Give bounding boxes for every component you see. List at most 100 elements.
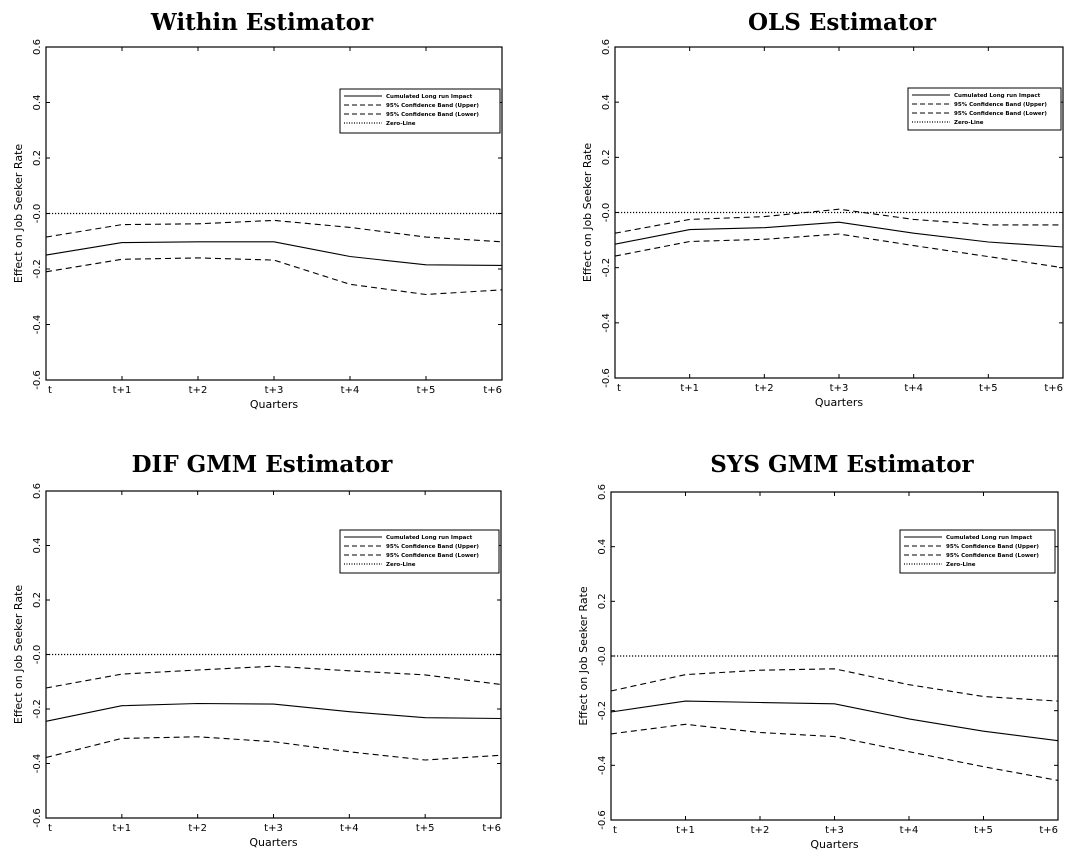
x-tick-label: t+1 xyxy=(112,823,131,834)
series-line xyxy=(610,723,1059,781)
x-tick-label: t+3 xyxy=(264,823,283,834)
legend-label: 95% Confidence Band (Lower) xyxy=(386,553,479,559)
chart-panel: -0.6 -0.4 -0.2 -0.0 0.2 0.4 0.6 t t+1 t+2 t+3 t+4 t+… xyxy=(577,484,1059,851)
series-line xyxy=(610,668,1059,702)
legend-label: Cumulated Long run Impact xyxy=(386,94,473,100)
series-line xyxy=(610,700,1059,742)
y-tick-label: 0.6 xyxy=(601,39,612,55)
x-tick-label: t xyxy=(613,825,617,836)
legend-box xyxy=(899,529,1056,574)
x-tick-label: t+4 xyxy=(904,383,923,394)
series-line xyxy=(614,233,1064,269)
x-tick-label: t xyxy=(48,823,52,834)
x-tick-label: t+4 xyxy=(900,825,919,836)
x-tick-label: t+6 xyxy=(1039,825,1058,836)
y-tick-label: -0.2 xyxy=(601,258,612,278)
legend-label: Cumulated Long run Impact xyxy=(386,535,473,541)
y-tick-label: -0.2 xyxy=(597,701,608,721)
x-tick-label: t+5 xyxy=(979,383,998,394)
y-tick-label: -0.4 xyxy=(597,756,608,776)
series-line xyxy=(45,241,503,266)
y-tick-label: -0.0 xyxy=(32,645,43,665)
legend-label: 95% Confidence Band (Upper) xyxy=(386,544,479,550)
legend-label: 95% Confidence Band (Upper) xyxy=(946,544,1039,550)
x-tick-label: t+2 xyxy=(751,825,770,836)
series-line xyxy=(45,665,502,689)
y-tick-label: 0.6 xyxy=(597,484,608,500)
chart-panel: -0.6 -0.4 -0.2 -0.0 0.2 0.4 0.6 t t+1 t+2 t+3 t+4 t+… xyxy=(12,483,502,849)
x-axis-label: Quarters xyxy=(810,838,858,851)
y-axis-label: Effect on Job Seeker Rate xyxy=(12,144,25,284)
x-tick-label: t+4 xyxy=(341,385,360,396)
y-tick-label: 0.2 xyxy=(32,150,43,166)
y-tick-label: -0.0 xyxy=(597,646,608,666)
x-tick-label: t+6 xyxy=(482,823,501,834)
x-tick-label: t+1 xyxy=(680,383,699,394)
panel-title: Within Estimator xyxy=(150,9,374,36)
x-axis-label: Quarters xyxy=(250,398,298,411)
y-tick-label: -0.6 xyxy=(601,368,612,388)
y-tick-label: -0.4 xyxy=(601,313,612,333)
legend-label: 95% Confidence Band (Upper) xyxy=(954,102,1047,108)
legend-label: 95% Confidence Band (Lower) xyxy=(386,112,479,118)
x-axis-label: Quarters xyxy=(249,836,297,849)
y-tick-label: 0.2 xyxy=(597,593,608,609)
series-line xyxy=(45,736,502,761)
legend-label: Cumulated Long run Impact xyxy=(954,93,1041,99)
x-tick-label: t+3 xyxy=(830,383,849,394)
panel-title: DIF GMM Estimator xyxy=(132,451,394,478)
y-tick-label: 0.4 xyxy=(601,94,612,110)
legend-label: Zero-Line xyxy=(386,121,416,127)
x-tick-label: t xyxy=(48,385,52,396)
x-tick-label: t+5 xyxy=(417,385,436,396)
chart-panel: -0.6 -0.4 -0.2 -0.0 0.2 0.4 0.6 t t+1 t+2 t+3 t+4 t+… xyxy=(581,39,1064,409)
y-tick-label: -0.6 xyxy=(597,810,608,830)
y-tick-label: 0.4 xyxy=(597,539,608,555)
legend-label: Cumulated Long run Impact xyxy=(946,535,1033,541)
panel-title: SYS GMM Estimator xyxy=(710,451,974,478)
y-tick-label: -0.6 xyxy=(32,370,43,390)
x-tick-label: t+5 xyxy=(974,825,993,836)
y-tick-label: 0.4 xyxy=(32,95,43,111)
x-tick-label: t+1 xyxy=(676,825,695,836)
x-tick-label: t+4 xyxy=(340,823,359,834)
legend-label: Zero-Line xyxy=(386,562,416,568)
y-tick-label: 0.6 xyxy=(32,483,43,499)
legend-label: 95% Confidence Band (Lower) xyxy=(954,111,1047,117)
series-line xyxy=(45,219,503,243)
y-tick-label: 0.4 xyxy=(32,538,43,554)
x-tick-label: t+2 xyxy=(189,385,208,396)
y-axis-label: Effect on Job Seeker Rate xyxy=(581,143,594,283)
y-tick-label: 0.2 xyxy=(601,149,612,165)
x-tick-label: t+6 xyxy=(483,385,502,396)
y-tick-label: 0.6 xyxy=(32,39,43,55)
y-axis-label: Effect on Job Seeker Rate xyxy=(12,585,25,725)
panel-title: OLS Estimator xyxy=(748,9,937,36)
x-tick-label: t+2 xyxy=(188,823,207,834)
x-axis-label: Quarters xyxy=(815,396,863,409)
y-axis-label: Effect on Job Seeker Rate xyxy=(577,586,590,726)
x-tick-label: t+1 xyxy=(113,385,132,396)
y-tick-label: -0.0 xyxy=(32,204,43,224)
x-tick-label: t xyxy=(617,383,621,394)
y-tick-label: -0.6 xyxy=(32,808,43,828)
x-tick-label: t+3 xyxy=(825,825,844,836)
chart-panel: -0.6 -0.4 -0.2 -0.0 0.2 0.4 0.6 t t+1 t+2 t+3 t+4 t+… xyxy=(12,39,503,411)
series-line xyxy=(45,702,502,722)
y-tick-label: -0.0 xyxy=(601,203,612,223)
x-tick-label: t+6 xyxy=(1044,383,1063,394)
series-line xyxy=(614,208,1063,234)
y-tick-label: -0.2 xyxy=(32,699,43,719)
y-tick-label: 0.2 xyxy=(32,592,43,608)
y-tick-label: -0.4 xyxy=(32,315,43,335)
legend-label: 95% Confidence Band (Upper) xyxy=(386,103,479,109)
x-tick-label: t+2 xyxy=(755,383,774,394)
x-tick-label: t+3 xyxy=(265,385,284,396)
y-tick-label: -0.4 xyxy=(32,754,43,774)
legend-label: Zero-Line xyxy=(954,120,984,126)
series-line xyxy=(45,257,503,296)
series-line xyxy=(614,221,1064,248)
y-tick-label: -0.2 xyxy=(32,259,43,279)
